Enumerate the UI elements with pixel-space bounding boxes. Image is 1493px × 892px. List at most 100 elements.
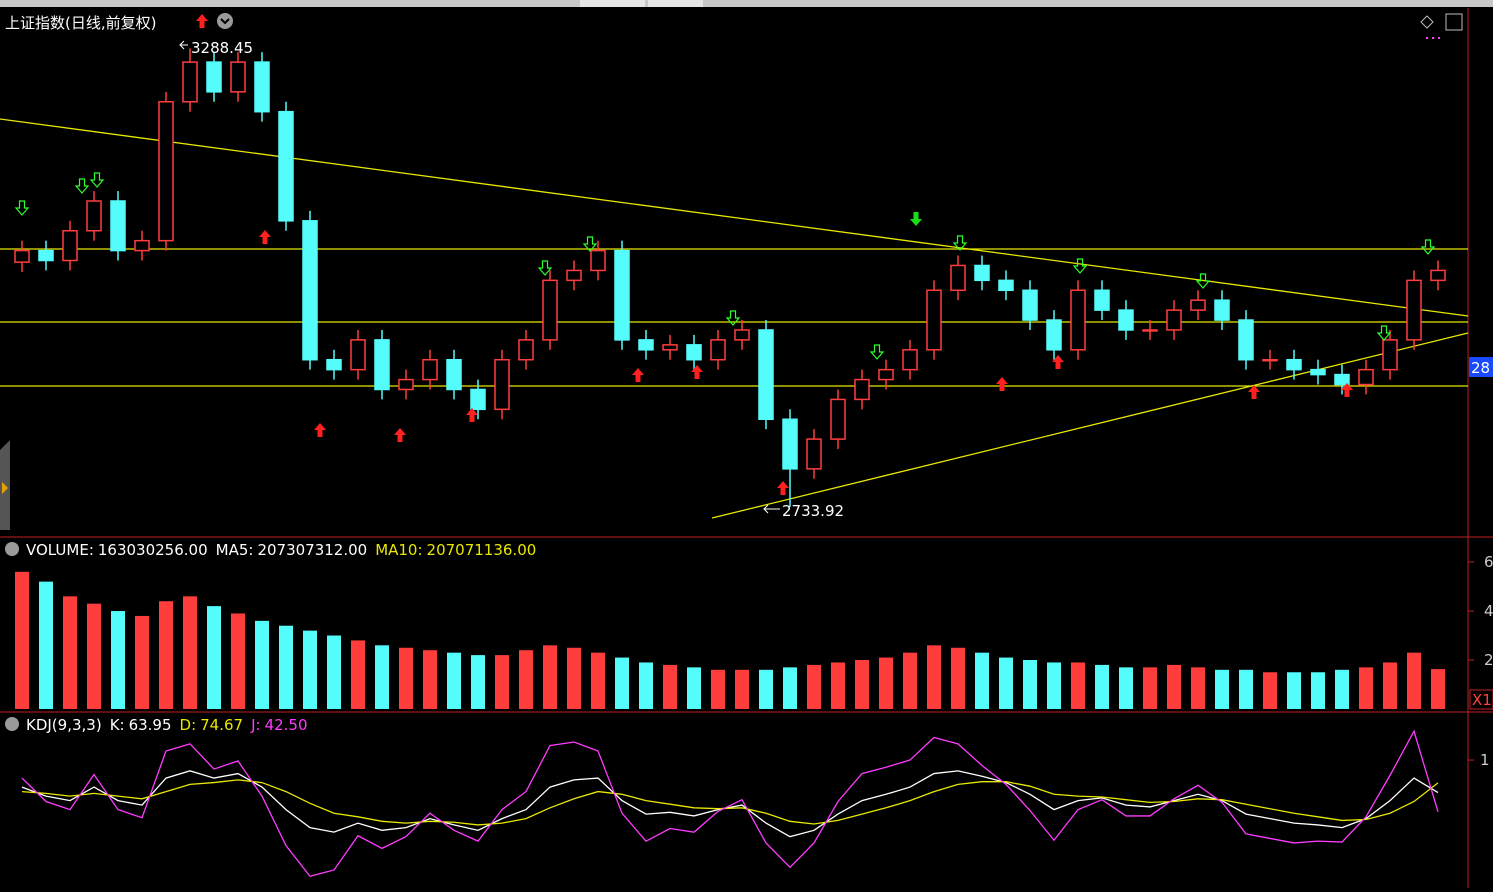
candle-body xyxy=(950,264,966,292)
candle-body xyxy=(62,229,78,262)
volume-bar xyxy=(1263,672,1277,709)
candle-body xyxy=(878,368,894,381)
legend-value: 207071136.00 xyxy=(427,541,537,559)
candle-body xyxy=(1118,309,1134,331)
candle-body xyxy=(374,339,390,391)
candle-body xyxy=(590,249,606,272)
unit-box xyxy=(1469,689,1493,710)
volume-bar xyxy=(39,581,53,709)
volume-bar xyxy=(1311,672,1325,709)
candle-body xyxy=(1166,309,1182,331)
volume-bar xyxy=(1143,667,1157,709)
volume-bar xyxy=(1047,662,1061,709)
y-tick-label: 6 xyxy=(1484,553,1493,571)
volume-bar xyxy=(327,635,341,709)
annotation-arrow xyxy=(763,504,780,514)
volume-bar xyxy=(87,603,101,709)
candle-body xyxy=(326,358,342,371)
volume-bar xyxy=(567,647,581,709)
volume-bar xyxy=(687,667,701,709)
legend-title: KDJ(9,3,3) xyxy=(26,716,102,734)
legend-label: J: xyxy=(250,716,260,734)
volume-bar xyxy=(423,650,437,709)
tab xyxy=(648,0,703,7)
volume-bar xyxy=(1287,672,1301,709)
candle-body xyxy=(782,418,798,470)
volume-bar xyxy=(1191,667,1205,709)
candle-body xyxy=(446,358,462,391)
volume-bar xyxy=(375,645,389,709)
candle-body xyxy=(206,61,222,93)
candle-body xyxy=(470,388,486,411)
candle-body xyxy=(1070,289,1086,351)
candle-body xyxy=(830,398,846,440)
menu-button[interactable] xyxy=(5,542,19,556)
volume-bar xyxy=(471,655,485,709)
candle-body xyxy=(38,249,54,262)
volume-bar xyxy=(1119,667,1133,709)
tab xyxy=(580,0,645,7)
candle-body xyxy=(1262,358,1278,362)
candle-body xyxy=(278,110,294,222)
trend-line xyxy=(0,118,1469,317)
menu-button[interactable] xyxy=(217,13,233,29)
candle-body xyxy=(110,200,126,252)
candle-body xyxy=(1358,368,1374,386)
volume-bar xyxy=(303,630,317,709)
legend-value: 63.95 xyxy=(129,716,172,734)
volume-bar xyxy=(999,657,1013,709)
candle-body xyxy=(854,378,870,401)
volume-bar xyxy=(1383,662,1397,709)
y-tick-label: 1 xyxy=(1480,751,1490,769)
volume-bar xyxy=(663,664,677,709)
tool-icon[interactable] xyxy=(1445,13,1463,31)
candle-body xyxy=(1046,319,1062,351)
candle-body xyxy=(686,344,702,361)
candle-body xyxy=(806,438,822,470)
volume-bar xyxy=(855,660,869,709)
volume-bar xyxy=(1167,664,1181,709)
volume-bar xyxy=(519,650,533,709)
candle-body xyxy=(14,249,30,263)
top-bar xyxy=(0,0,1493,7)
candle-body xyxy=(1382,339,1398,371)
volume-bar xyxy=(735,669,749,709)
drawn-lines xyxy=(0,118,1469,519)
tool-icon[interactable] xyxy=(1420,15,1434,29)
candle-body xyxy=(902,349,918,371)
volume-bar xyxy=(207,606,221,709)
volume-bar xyxy=(1335,669,1349,709)
candle-body xyxy=(926,289,942,351)
candle-body xyxy=(662,344,678,351)
volume-bar xyxy=(1431,669,1445,709)
unit-label: X1 xyxy=(1472,691,1492,709)
candle-body xyxy=(1238,319,1254,361)
candle-body xyxy=(1214,299,1230,321)
side-handle-arrow xyxy=(2,482,8,494)
candle-body xyxy=(1190,299,1206,311)
legend-label: D: xyxy=(180,716,197,734)
y-tick-label: 4 xyxy=(1484,602,1493,620)
candle-body xyxy=(1142,329,1158,332)
candle-body xyxy=(974,264,990,282)
volume-bar xyxy=(639,662,653,709)
volume-bar xyxy=(1359,667,1373,709)
candle-body xyxy=(614,249,630,341)
volume-bar xyxy=(711,669,725,709)
legend-label: MA5: xyxy=(216,541,254,559)
price-tag xyxy=(1469,357,1493,377)
candle-body xyxy=(518,339,534,361)
candle-body xyxy=(86,200,102,232)
volume-bar xyxy=(1023,660,1037,709)
volume-legend: VOLUME: 163030256.00 MA5: 207307312.00 MA10:… xyxy=(26,541,536,559)
candle-body xyxy=(158,101,174,242)
menu-button[interactable] xyxy=(5,717,19,731)
volume-bar xyxy=(879,657,893,709)
kdj-line xyxy=(21,729,1439,878)
kdj-legend: KDJ(9,3,3) K: 63.95 D: 74.67 J: 42.50 xyxy=(26,716,308,734)
legend-label: VOLUME: xyxy=(26,541,94,559)
candle-body xyxy=(734,329,750,341)
candle-body xyxy=(1406,279,1422,341)
volume-bar xyxy=(1215,669,1229,709)
